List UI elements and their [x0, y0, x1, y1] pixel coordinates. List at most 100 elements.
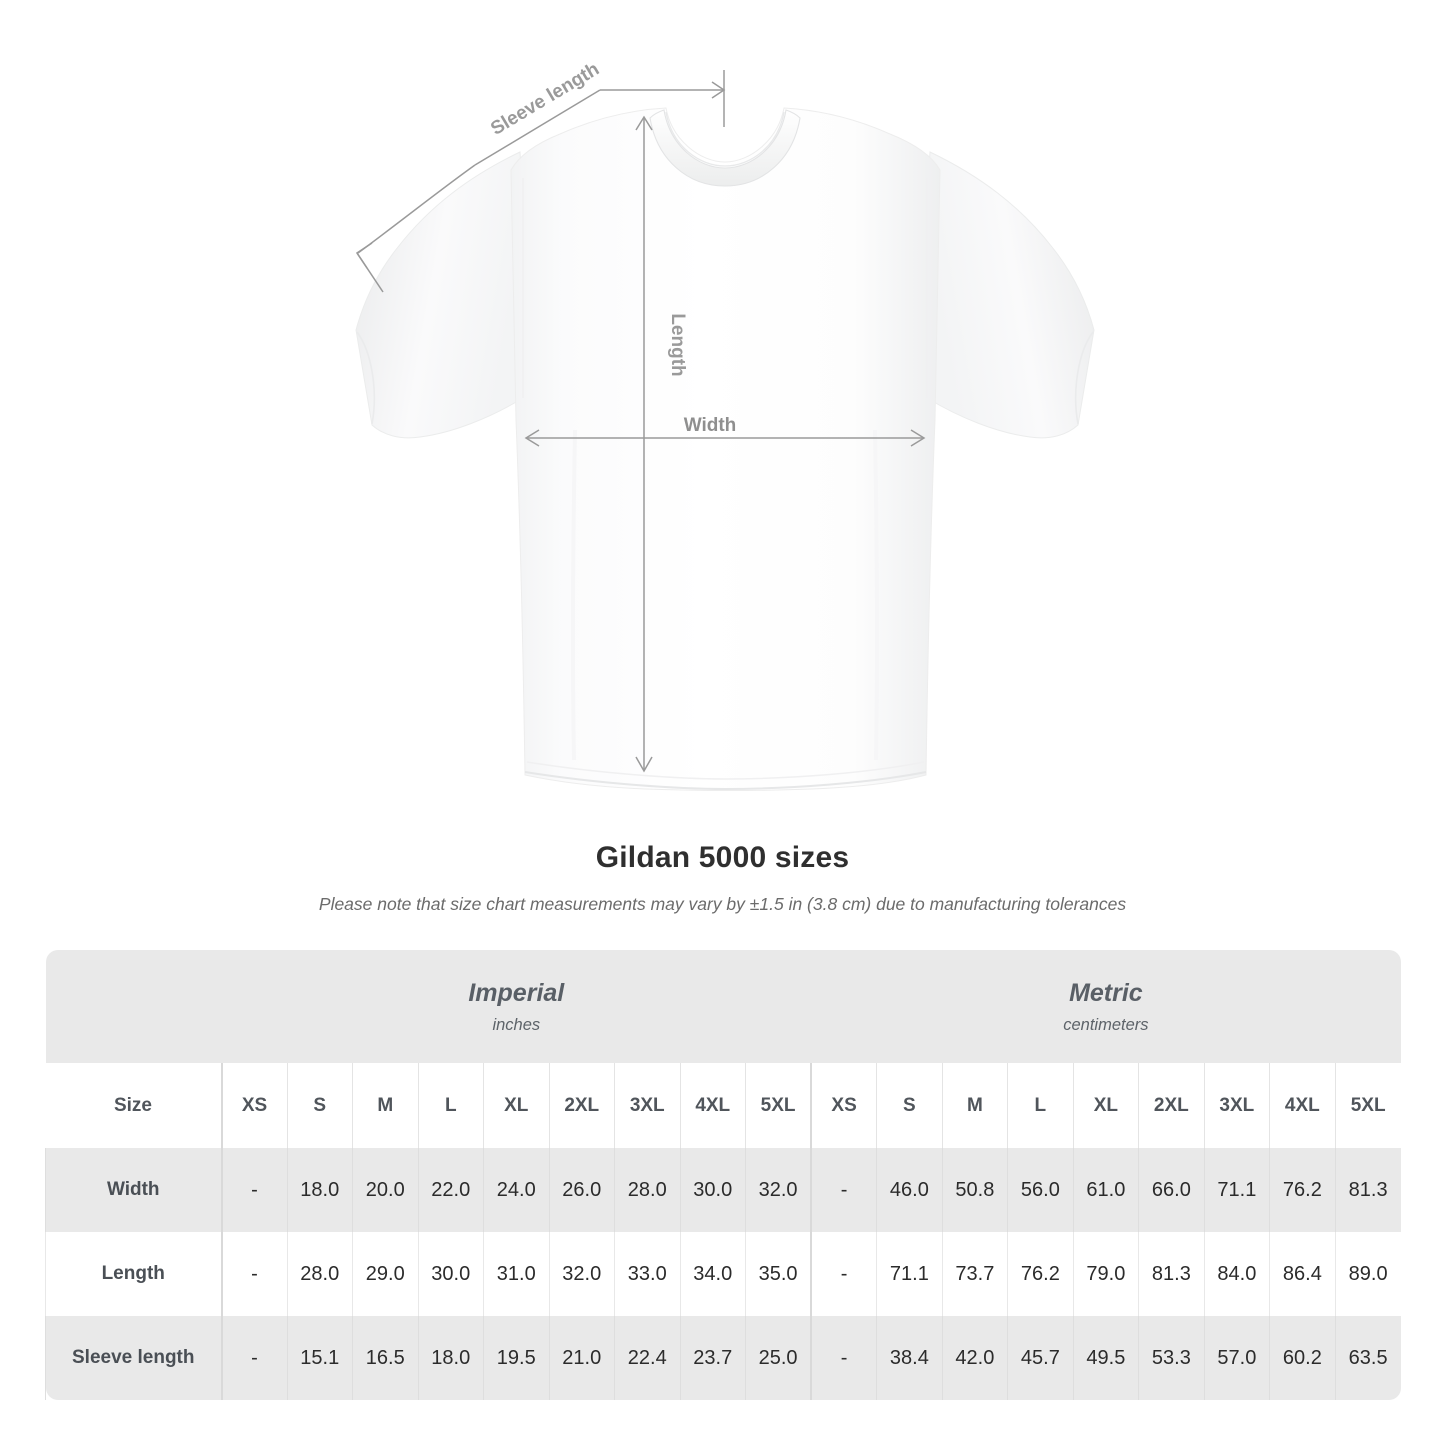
cell-metric-m: 50.8 — [941, 1148, 1008, 1232]
cell-imperial-l: 22.0 — [417, 1148, 484, 1232]
bottom-hem-inner — [526, 761, 925, 780]
cell-metric-xs: - — [810, 1232, 877, 1316]
sleeve-length-diagonal-2 — [357, 164, 476, 254]
size-header-metric-xs: XS — [810, 1063, 877, 1148]
cell-metric-2xl: 81.3 — [1138, 1232, 1205, 1316]
size-header-imperial-s: S — [286, 1063, 353, 1148]
table-row: Sleeve length -15.1 16.5 18.0 19.5 21.0 22.4 23… — [45, 1316, 1401, 1400]
unit-band-spacer — [45, 950, 222, 1063]
collar-inner-line — [665, 111, 785, 167]
cell-imperial-3xl: 28.0 — [614, 1148, 680, 1232]
tolerance-note: Please note that size chart measurements… — [318, 894, 1127, 914]
cell-imperial-5xl: 35.0 — [745, 1232, 812, 1316]
cell-imperial-l: 18.0 — [417, 1316, 484, 1400]
page-title: Gildan 5000 sizes — [595, 841, 850, 874]
unit-group-subtitle: inches — [492, 1015, 541, 1034]
cell-imperial-xl: 24.0 — [483, 1148, 549, 1232]
collar-band — [649, 109, 801, 187]
bottom-hem — [524, 771, 927, 791]
table-row: Width -18.0 20.0 22.0 24.0 26.0 28.0 30.0 32.0-4… — [45, 1148, 1401, 1232]
cell-imperial-s: 15.1 — [286, 1316, 353, 1400]
table-row: Length -28.0 29.0 30.0 31.0 32.0 33.0 34.0 35.0-… — [45, 1232, 1401, 1316]
right-sleeve — [925, 151, 1095, 439]
cell-metric-xl: 49.5 — [1072, 1316, 1139, 1400]
width-label: Width — [684, 415, 737, 436]
cell-imperial-2xl: 21.0 — [548, 1316, 615, 1400]
cell-metric-xl: 61.0 — [1072, 1148, 1139, 1232]
sleeve-length-diagonal — [474, 89, 601, 166]
cell-metric-2xl: 53.3 — [1138, 1316, 1205, 1400]
width-arrowhead-right — [910, 429, 926, 447]
length-arrowhead-bottom — [635, 756, 653, 773]
cell-metric-m: 42.0 — [941, 1316, 1008, 1400]
size-header-metric-l: L — [1007, 1063, 1074, 1148]
size-header-row: Size XS S M L XL 2XL 3XL 4XL 5XL XS S M L XL 2XL 3XL 4XL 5… — [45, 1063, 1401, 1148]
cell-metric-xs: - — [810, 1316, 877, 1400]
cell-metric-2xl: 66.0 — [1138, 1148, 1205, 1232]
size-header-metric-2xl: 2XL — [1138, 1063, 1205, 1148]
cell-metric-3xl: 71.1 — [1203, 1148, 1270, 1232]
size-header-imperial-5xl: 5XL — [745, 1063, 812, 1148]
cell-imperial-5xl: 32.0 — [745, 1148, 812, 1232]
cell-imperial-xl: 19.5 — [483, 1316, 549, 1400]
sleeve-hem-tick — [356, 252, 384, 293]
unit-group-imperial: Imperial inches — [221, 950, 812, 1063]
size-header-imperial-xl: XL — [483, 1063, 549, 1148]
cell-imperial-m: 29.0 — [352, 1232, 418, 1316]
cell-imperial-xs: - — [220, 1316, 287, 1400]
length-label: Length — [667, 313, 688, 376]
cell-imperial-xs: - — [220, 1232, 287, 1316]
cell-imperial-m: 16.5 — [352, 1316, 418, 1400]
left-sleeve-hem — [356, 331, 376, 425]
cell-metric-l: 56.0 — [1007, 1148, 1074, 1232]
cell-imperial-4xl: 34.0 — [679, 1232, 746, 1316]
size-header-imperial-m: M — [352, 1063, 418, 1148]
cell-metric-s: 46.0 — [876, 1148, 943, 1232]
cell-imperial-4xl: 30.0 — [679, 1148, 746, 1232]
title-block: Gildan 5000 sizes Please note that size … — [0, 838, 1445, 916]
cell-imperial-s: 28.0 — [286, 1232, 353, 1316]
size-header-imperial-xs: XS — [220, 1063, 287, 1148]
size-header-metric-m: M — [941, 1063, 1008, 1148]
size-header-metric-3xl: 3XL — [1203, 1063, 1270, 1148]
cell-metric-xs: - — [810, 1148, 877, 1232]
cell-metric-3xl: 57.0 — [1203, 1316, 1270, 1400]
unit-group-metric: Metric centimeters — [811, 950, 1401, 1063]
cell-metric-5xl: 89.0 — [1334, 1232, 1401, 1316]
cell-metric-4xl: 86.4 — [1269, 1232, 1336, 1316]
size-header-metric-s: S — [876, 1063, 943, 1148]
cell-metric-4xl: 60.2 — [1269, 1316, 1336, 1400]
fold-left — [570, 429, 577, 761]
cell-imperial-2xl: 26.0 — [548, 1148, 615, 1232]
size-header-metric-xl: XL — [1072, 1063, 1139, 1148]
tshirt-illustration: Sleeve length Length Width — [355, 59, 1095, 791]
size-header-imperial-2xl: 2XL — [548, 1063, 615, 1148]
row-label-length: Length — [45, 1232, 222, 1316]
fold-right — [873, 429, 880, 761]
cell-imperial-4xl: 23.7 — [679, 1316, 746, 1400]
tshirt-diagram-svg: Sleeve length Length Width — [355, 59, 1095, 791]
size-header-imperial-l: L — [417, 1063, 484, 1148]
cell-imperial-2xl: 32.0 — [548, 1232, 615, 1316]
cell-metric-s: 71.1 — [876, 1232, 943, 1316]
cell-metric-m: 73.7 — [941, 1232, 1008, 1316]
shirt-body — [510, 107, 941, 791]
cell-metric-3xl: 84.0 — [1203, 1232, 1270, 1316]
tshirt-garment — [355, 107, 1095, 791]
size-chart-table-wrapper: Imperial inches Metric centimeters Size XS S M L… — [45, 950, 1401, 1400]
cell-metric-l: 45.7 — [1007, 1316, 1074, 1400]
cell-imperial-3xl: 33.0 — [614, 1232, 680, 1316]
size-header-imperial-4xl: 4XL — [679, 1063, 746, 1148]
cell-imperial-m: 20.0 — [352, 1148, 418, 1232]
size-header-imperial-3xl: 3XL — [614, 1063, 680, 1148]
unit-group-name: Metric — [1069, 978, 1143, 1007]
size-header-metric-4xl: 4XL — [1269, 1063, 1336, 1148]
right-sleeve-hem — [1074, 331, 1094, 425]
row-label-sleeve-length: Sleeve length — [45, 1316, 222, 1400]
left-sleeve — [355, 151, 525, 439]
cell-metric-5xl: 63.5 — [1334, 1316, 1401, 1400]
cell-imperial-l: 30.0 — [417, 1232, 484, 1316]
size-chart-table: Imperial inches Metric centimeters Size XS S M L… — [45, 950, 1401, 1400]
cell-metric-5xl: 81.3 — [1334, 1148, 1401, 1232]
length-arrowhead-top — [635, 115, 653, 131]
